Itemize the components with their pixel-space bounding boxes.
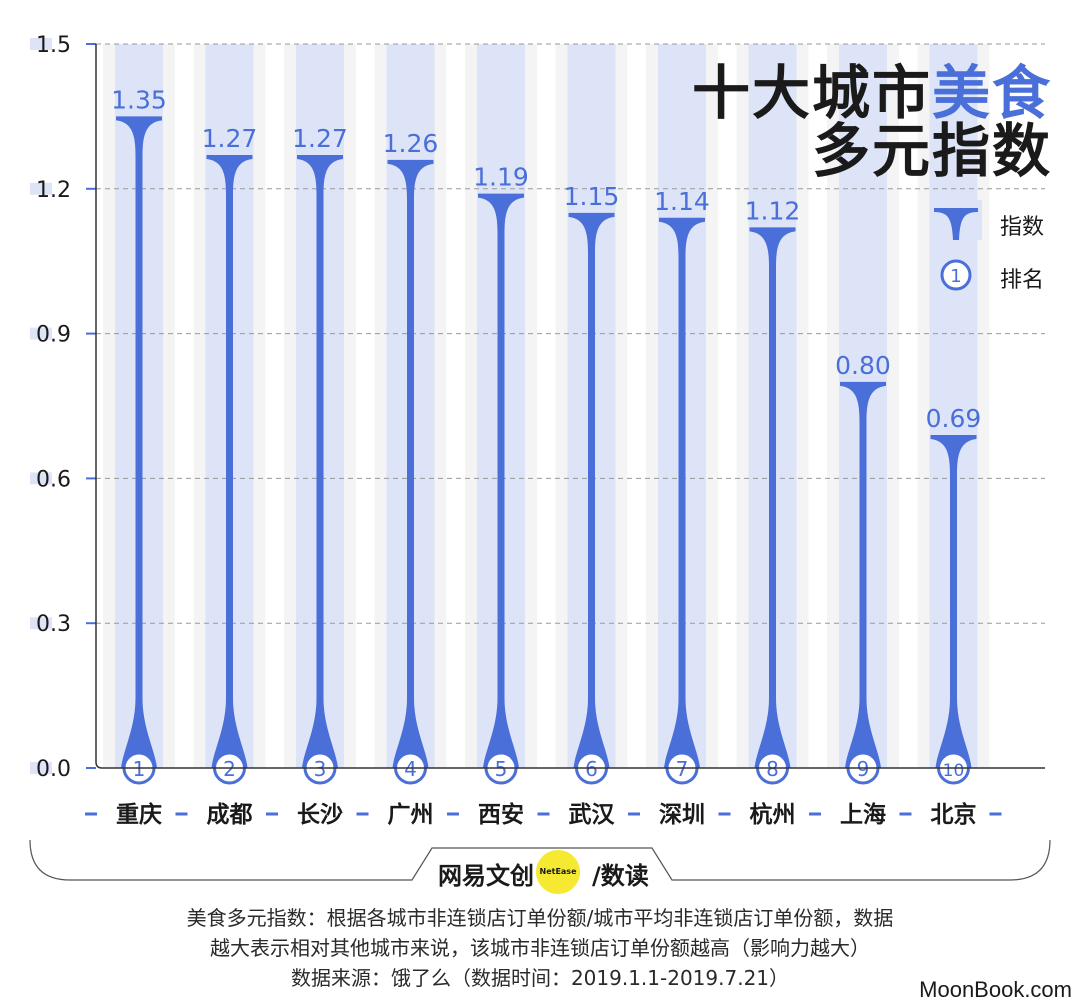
rank-label: 4 bbox=[404, 757, 417, 781]
rank-label: 1 bbox=[133, 757, 146, 781]
legend-rank-sample: 1 bbox=[950, 266, 961, 287]
bar bbox=[568, 212, 615, 768]
title-plain: 十大城市 bbox=[691, 59, 932, 127]
y-tick-label: 0.6 bbox=[36, 467, 71, 492]
y-tick-label: 0.3 bbox=[36, 612, 71, 637]
footer-line3: 数据来源：饿了么（数据时间：2019.1.1-2019.7.21） bbox=[290, 966, 790, 990]
value-label: 1.12 bbox=[745, 196, 801, 225]
rank-label: 5 bbox=[495, 757, 508, 781]
footer-bracket bbox=[29, 839, 1051, 881]
bar bbox=[297, 155, 343, 769]
value-label: 0.69 bbox=[926, 404, 982, 433]
brand-circle: NetEase bbox=[536, 850, 580, 894]
category-label: 西安 bbox=[478, 801, 524, 828]
y-tick-label: 1.2 bbox=[36, 178, 71, 203]
watermark: MoonBook.com bbox=[919, 977, 1072, 1002]
bar bbox=[749, 227, 796, 768]
legend-index-label: 指数 bbox=[1000, 215, 1045, 240]
value-label: 1.15 bbox=[564, 182, 620, 211]
bar bbox=[206, 155, 253, 769]
y-tick-marker bbox=[30, 182, 52, 195]
bar bbox=[840, 381, 886, 768]
value-label: 1.35 bbox=[111, 85, 167, 114]
chart-title-line1: 十大城市美食 bbox=[692, 64, 1052, 122]
y-tick-marker bbox=[30, 327, 52, 340]
axis-frame bbox=[95, 44, 1045, 769]
bar bbox=[387, 159, 434, 769]
rank-label: 3 bbox=[314, 757, 327, 781]
brand-right: /数读 bbox=[592, 862, 649, 890]
category-label: 北京 bbox=[931, 801, 977, 828]
bar bbox=[930, 434, 977, 768]
rank-label: 6 bbox=[585, 757, 598, 781]
y-tick-marker bbox=[30, 38, 52, 50]
footer-line1: 美食多元指数：根据各城市非连锁店订单份额/城市平均非连锁店订单份额，数据 bbox=[186, 906, 894, 930]
value-label: 1.19 bbox=[473, 163, 529, 192]
bar bbox=[116, 116, 162, 768]
brand-left: 网易文创 bbox=[438, 862, 534, 890]
category-label: 重庆 bbox=[116, 801, 162, 828]
y-tick-marker bbox=[30, 617, 52, 630]
brand-logo: 网易文创 NetEase /数读 bbox=[432, 848, 652, 894]
bar bbox=[659, 217, 705, 768]
legend-icons: 1 bbox=[930, 200, 982, 291]
y-tick-marker bbox=[30, 762, 52, 774]
rank-label: 8 bbox=[766, 757, 779, 781]
legend-rank-icon bbox=[940, 259, 972, 291]
y-tick-label: 0.9 bbox=[36, 323, 71, 348]
rank-label: 7 bbox=[676, 757, 689, 781]
category-label: 长沙 bbox=[297, 802, 343, 828]
y-tick-marker bbox=[30, 472, 52, 485]
legend-index-icon bbox=[934, 208, 978, 240]
rank-label: 2 bbox=[223, 757, 236, 781]
title-accent: 美食 bbox=[931, 59, 1052, 127]
value-label: 1.14 bbox=[654, 187, 710, 216]
category-label: 上海 bbox=[840, 801, 886, 828]
rank-label: 9 bbox=[857, 757, 870, 781]
category-label: 深圳 bbox=[659, 802, 705, 828]
value-label: 0.80 bbox=[835, 351, 891, 380]
chart-title-line2: 多元指数 bbox=[811, 117, 1052, 185]
legend-rank-label: 排名 bbox=[1000, 268, 1045, 293]
category-label: 广州 bbox=[388, 801, 434, 828]
y-tick-label: 1.5 bbox=[36, 33, 71, 58]
y-tick-label: 0.0 bbox=[36, 757, 71, 782]
category-label: 武汉 bbox=[569, 802, 616, 828]
value-label: 1.27 bbox=[292, 124, 348, 153]
category-label: 成都 bbox=[207, 802, 253, 828]
rank-label: 10 bbox=[943, 761, 965, 781]
footer-line2: 越大表示相对其他城市来说，该城市非连锁店订单份额越高（影响力越大） bbox=[210, 936, 870, 960]
category-label: 杭州 bbox=[750, 801, 796, 828]
value-label: 1.26 bbox=[383, 129, 439, 158]
value-label: 1.27 bbox=[202, 124, 258, 153]
bar bbox=[478, 193, 524, 769]
